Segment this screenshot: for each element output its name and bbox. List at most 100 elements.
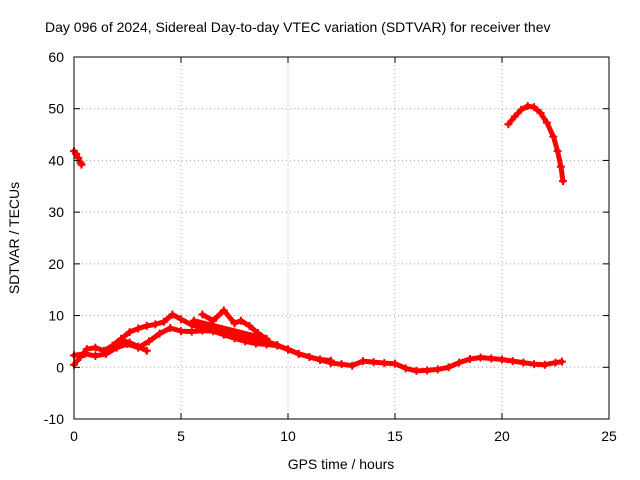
data-point [487, 354, 496, 363]
data-point [236, 316, 245, 325]
data-point [245, 321, 254, 330]
data-point [542, 118, 551, 127]
data-point [168, 310, 177, 319]
data-point [117, 336, 126, 345]
x-axis-title: GPS time / hours [288, 456, 395, 472]
data-point [294, 349, 303, 358]
data-point [125, 338, 134, 347]
data-point [558, 177, 567, 186]
data-point [444, 363, 453, 372]
x-tick-label: 15 [387, 428, 403, 444]
data-point [557, 357, 566, 366]
data-point [166, 323, 175, 332]
y-tick-label: 50 [48, 101, 64, 117]
x-tick-label: 5 [177, 428, 185, 444]
data-point [219, 306, 228, 315]
data-point [155, 329, 164, 338]
data-point [530, 103, 539, 112]
data-point [209, 316, 218, 325]
data-point [517, 105, 526, 114]
data-point [230, 319, 239, 328]
data-point [433, 365, 442, 374]
data-point [142, 321, 151, 330]
data-point [254, 329, 263, 338]
y-tick-label: -10 [44, 411, 64, 427]
data-point [187, 327, 196, 336]
data-point [262, 334, 271, 343]
series-low-band-b [70, 323, 335, 367]
data-point [556, 162, 565, 171]
data-point [423, 366, 432, 375]
data-point [134, 324, 143, 333]
data-point [102, 349, 111, 358]
data-point [187, 320, 196, 329]
data-point [504, 120, 513, 129]
data-point [465, 355, 474, 364]
data-point [316, 356, 325, 365]
chart-title: Day 096 of 2024, Sidereal Day-to-day VTE… [45, 19, 551, 35]
x-tick-label: 20 [494, 428, 510, 444]
y-tick-label: 20 [48, 256, 64, 272]
data-point [219, 330, 228, 339]
data-point [144, 337, 153, 346]
y-tick-label: 40 [48, 152, 64, 168]
data-point [230, 334, 239, 343]
data-point [305, 352, 314, 361]
data-point [549, 132, 558, 141]
y-tick-label: 30 [48, 204, 64, 220]
y-tick-label: 10 [48, 308, 64, 324]
data-point [198, 310, 207, 319]
data-point [498, 355, 506, 364]
grid [74, 57, 609, 419]
data-point [80, 349, 89, 358]
x-tick-label: 10 [280, 428, 296, 444]
y-axis-title: SDTVAR / TECUs [6, 182, 22, 294]
data-point [177, 315, 185, 324]
data-point [348, 361, 357, 370]
data-point [551, 358, 560, 367]
data-point [177, 327, 185, 336]
data-point [209, 327, 218, 336]
data-point [72, 149, 81, 158]
data-point [142, 346, 151, 355]
data-point [519, 358, 528, 367]
data-point [241, 337, 250, 346]
series-low-band-c [108, 336, 151, 355]
data-point [125, 328, 134, 337]
data-point [284, 345, 292, 354]
y-tick-label: 60 [48, 49, 64, 65]
data-point [412, 366, 421, 375]
series-late-arc [504, 102, 567, 186]
data-point [134, 342, 143, 351]
series-early-high [70, 147, 86, 169]
data-point [369, 358, 378, 367]
data-point [151, 320, 160, 329]
data-point [108, 342, 117, 351]
y-tick-label: 0 [56, 359, 64, 375]
data-point [251, 339, 260, 348]
data-point [337, 360, 346, 369]
data-point [77, 160, 86, 169]
data-point [391, 359, 399, 368]
data-point [358, 357, 367, 366]
plot-frame [73, 56, 610, 420]
data-point [91, 351, 100, 360]
axis-ticks: 0 5 10 15 20 25 -10 0 10 20 30 40 50 60 [44, 49, 617, 444]
data-point [476, 353, 485, 362]
data-point [198, 326, 207, 335]
series-branches [189, 306, 271, 343]
data-point [401, 364, 410, 373]
data-point [189, 316, 198, 325]
data-point [159, 317, 168, 326]
data-series [70, 102, 567, 375]
series-trace [328, 355, 565, 374]
data-point [553, 147, 562, 156]
data-point [530, 360, 539, 369]
x-tick-label: 0 [70, 428, 78, 444]
x-tick-label: 25 [601, 428, 617, 444]
data-point [536, 108, 545, 117]
data-point [91, 343, 100, 352]
data-point [540, 360, 549, 369]
data-point [510, 112, 519, 121]
